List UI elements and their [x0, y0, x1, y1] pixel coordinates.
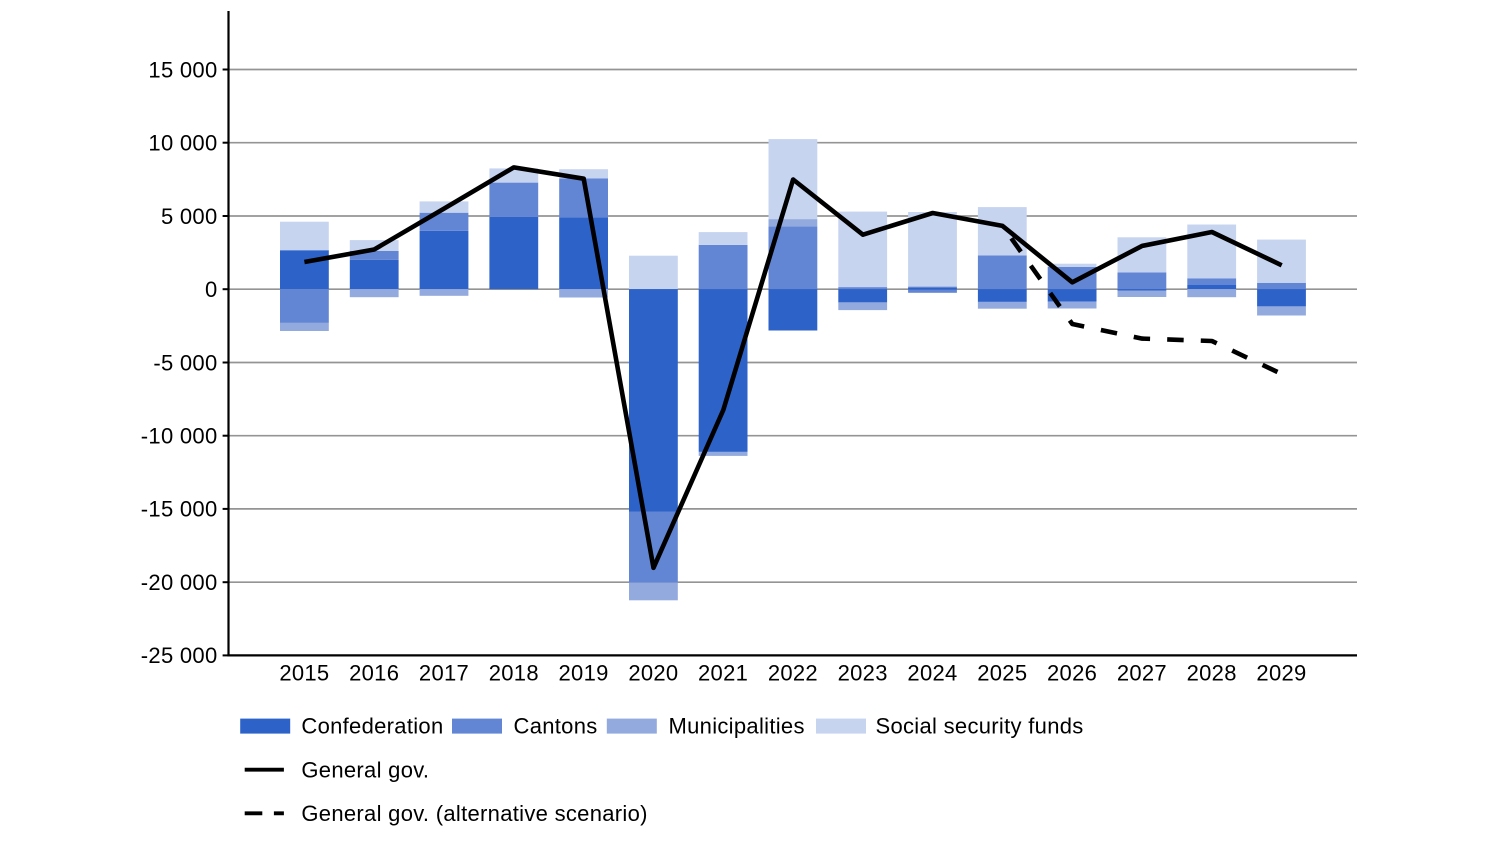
svg-text:Confederation: Confederation [301, 714, 443, 739]
svg-text:-10 000: -10 000 [141, 424, 218, 449]
svg-text:15 000: 15 000 [148, 57, 217, 82]
svg-text:2016: 2016 [349, 661, 399, 686]
svg-text:General gov. (alternative scen: General gov. (alternative scenario) [301, 801, 647, 826]
svg-text:Social security funds: Social security funds [876, 714, 1084, 739]
svg-text:0: 0 [205, 277, 218, 302]
svg-text:2028: 2028 [1187, 661, 1237, 686]
svg-text:2021: 2021 [698, 661, 748, 686]
svg-text:2029: 2029 [1256, 661, 1306, 686]
svg-text:2018: 2018 [489, 661, 539, 686]
svg-text:2026: 2026 [1047, 661, 1097, 686]
svg-text:-5 000: -5 000 [153, 350, 217, 375]
svg-text:-25 000: -25 000 [141, 643, 218, 668]
svg-text:-20 000: -20 000 [141, 570, 218, 595]
svg-text:2024: 2024 [907, 661, 957, 686]
svg-text:Municipalities: Municipalities [669, 714, 805, 739]
svg-text:2025: 2025 [977, 661, 1027, 686]
svg-text:Cantons: Cantons [514, 714, 598, 739]
svg-text:10 000: 10 000 [148, 131, 217, 156]
svg-text:2022: 2022 [768, 661, 818, 686]
svg-text:2019: 2019 [559, 661, 609, 686]
svg-text:2020: 2020 [628, 661, 678, 686]
svg-text:2015: 2015 [279, 661, 329, 686]
svg-text:5 000: 5 000 [161, 204, 218, 229]
svg-text:2023: 2023 [838, 661, 888, 686]
svg-text:-15 000: -15 000 [141, 497, 218, 522]
svg-text:2027: 2027 [1117, 661, 1167, 686]
svg-text:2017: 2017 [419, 661, 469, 686]
svg-text:General gov.: General gov. [301, 757, 429, 782]
